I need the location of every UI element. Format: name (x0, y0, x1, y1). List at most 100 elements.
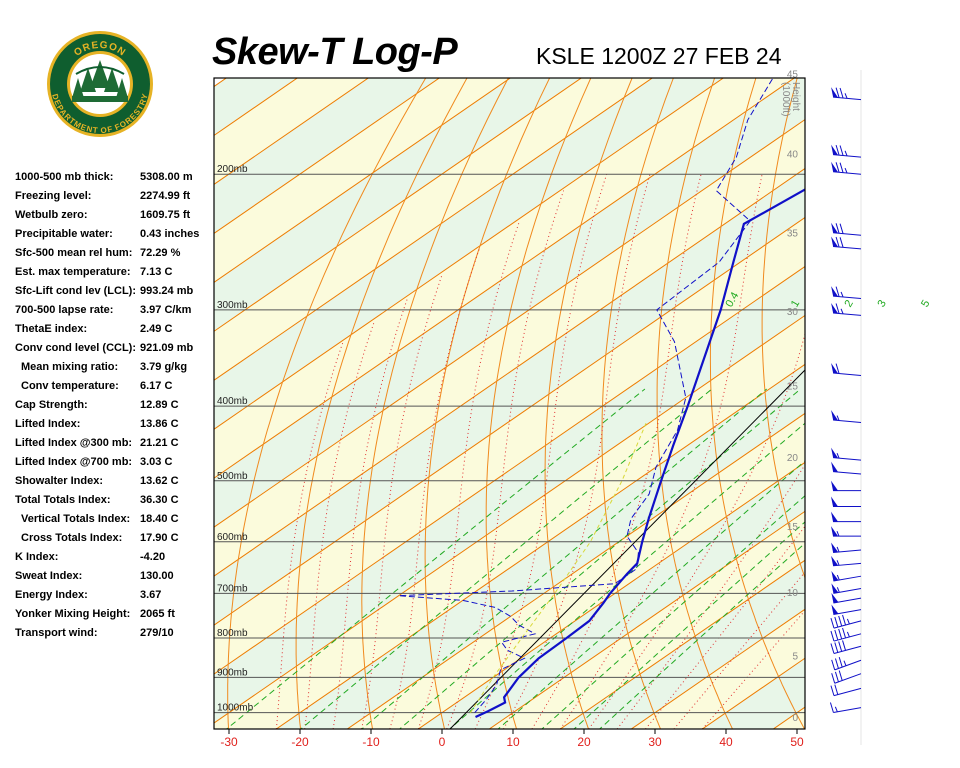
barb-half-feather (836, 530, 840, 537)
barb-feather (834, 671, 839, 683)
moist-adiabat (559, 174, 763, 729)
barb-flag (831, 511, 838, 522)
wind-barbs (829, 70, 862, 745)
index-label: Wetbulb zero: (15, 209, 88, 221)
wind-barb (831, 542, 862, 553)
moist-adiabat (701, 609, 805, 729)
wind-barb (831, 656, 862, 671)
barb-feather (830, 617, 835, 629)
index-value: 0.43 inches (140, 228, 200, 240)
barb-half-feather (836, 587, 840, 593)
index-value: 72.29 % (140, 247, 181, 259)
x-tick-label: 0 (439, 735, 446, 749)
dry-adiabat (955, 0, 960, 745)
barb-half-feather (836, 415, 840, 421)
index-label: 1000-500 mb thick: (15, 171, 114, 183)
index-row: Energy Index: 3.67 (15, 586, 220, 605)
pressure-label: 200mb (217, 164, 248, 175)
wind-barb (831, 302, 862, 316)
barb-shaft (834, 659, 862, 671)
wind-barb (831, 286, 862, 300)
barb-feather (834, 684, 839, 695)
temperature-band (702, 658, 805, 729)
index-row: Sfc-Lift cond lev (LCL): 993.24 mb (15, 282, 220, 301)
isotherm (214, 314, 805, 724)
index-row: Lifted Index @700 mb: 3.03 C (15, 453, 220, 472)
index-row: Wetbulb zero: 1609.75 ft (15, 206, 220, 225)
barb-half-feather (836, 452, 840, 459)
pressure-label: 1000mb (217, 703, 254, 714)
index-label: Total Totals Index: (15, 494, 111, 506)
wind-barb (831, 363, 862, 376)
index-label: 700-500 lapse rate: (15, 304, 114, 316)
barb-half-feather (836, 574, 840, 581)
isotherm (214, 78, 725, 430)
wind-barb (831, 511, 861, 523)
wind-barb (830, 627, 862, 642)
index-value: 921.09 mb (140, 342, 194, 354)
index-value: -4.20 (140, 551, 166, 563)
barb-feather (839, 162, 844, 173)
temperature-band (214, 119, 805, 577)
barb-feather (835, 236, 840, 248)
mixing-ratio-line (225, 388, 646, 729)
height-tick-label: 40 (787, 150, 799, 161)
isotherm (559, 559, 805, 729)
index-row: Yonker Mixing Height: 2065 ft (15, 605, 220, 624)
barb-flag (831, 302, 839, 314)
temperature-bands (214, 78, 805, 729)
moist-adiabat (417, 220, 520, 729)
wind-barb (831, 236, 862, 250)
height-tick-label: 30 (787, 307, 799, 318)
wind-barb (831, 571, 862, 582)
index-label: Sfc-Lift cond lev (LCL): (15, 285, 136, 297)
moist-adiabat (474, 174, 608, 729)
height-tick-label: 20 (787, 453, 799, 464)
barb-feather (835, 162, 840, 173)
mixing-ratio-line (398, 388, 801, 729)
wind-barb (831, 461, 862, 475)
index-value: 13.62 C (140, 475, 179, 487)
barb-flag (831, 592, 839, 603)
barb-feather (831, 673, 836, 684)
barb-half-feather (846, 631, 850, 638)
barb-feather (830, 630, 835, 642)
index-row: Showalter Index: 13.62 C (15, 472, 220, 491)
barb-flag (831, 144, 839, 156)
index-row: Precipitable water: 0.43 inches (15, 225, 220, 244)
tree-icon (72, 60, 128, 102)
index-row: Vertical Totals Index: 18.40 C (15, 510, 220, 529)
wind-barb (831, 592, 862, 604)
pressure-label: 800mb (217, 628, 248, 639)
isotherm (214, 265, 805, 675)
barb-shaft (833, 597, 862, 604)
height-tick-label: 10 (787, 588, 799, 599)
barb-flag (831, 222, 839, 234)
isotherm (275, 363, 805, 729)
index-value: 2.49 C (140, 323, 173, 335)
wind-barb (830, 640, 862, 655)
index-value: 3.97 C/km (140, 304, 192, 316)
barb-feather (835, 87, 840, 98)
sounding-series (398, 78, 805, 718)
height-tick-label: 45 (787, 70, 799, 81)
index-row: Cross Totals Index: 17.90 C (15, 529, 220, 548)
barb-flag (831, 410, 839, 421)
height-tick-label: 5 (792, 652, 798, 663)
wind-barb (831, 583, 862, 594)
wind-barb (831, 87, 862, 101)
barb-flag (831, 286, 839, 297)
reference-line (449, 369, 805, 729)
index-row: K Index: -4.20 (15, 548, 220, 567)
index-label: Sweat Index: (15, 570, 83, 582)
wind-barb (831, 526, 861, 537)
index-label: Lifted Index @700 mb: (15, 456, 133, 468)
barb-feather (834, 616, 839, 628)
oregon-forestry-logo: OREGON DEPARTMENT OF FORESTRY (47, 31, 153, 137)
barb-shaft (833, 245, 862, 250)
barb-flag (831, 526, 838, 537)
index-row: Lifted Index @300 mb: 21.21 C (15, 434, 220, 453)
barb-feather (839, 223, 844, 234)
height-tick-label: 35 (787, 228, 799, 239)
index-value: 130.00 (140, 570, 174, 582)
